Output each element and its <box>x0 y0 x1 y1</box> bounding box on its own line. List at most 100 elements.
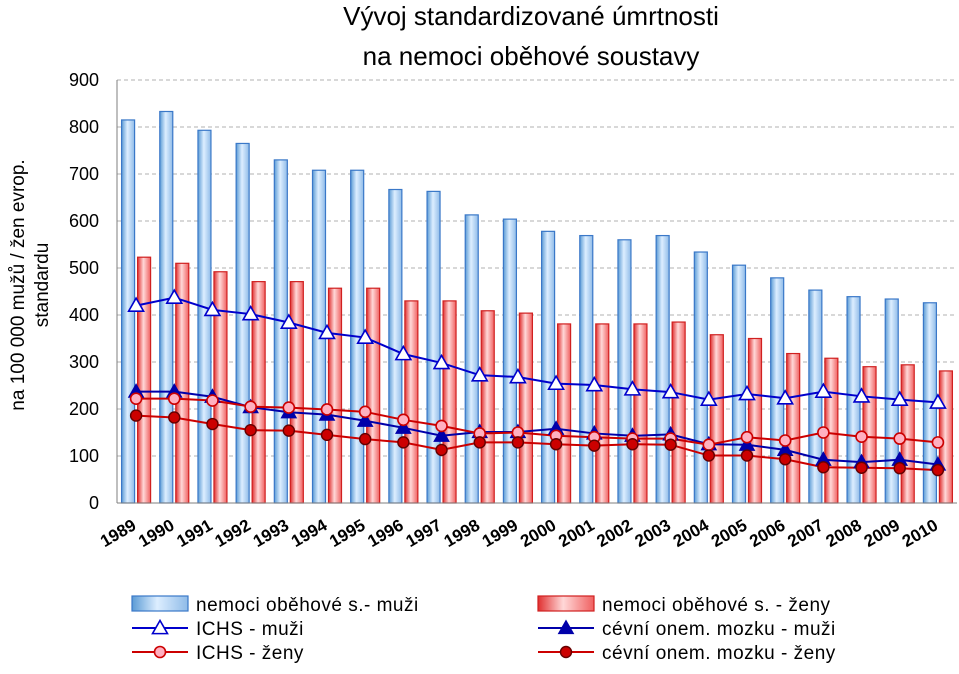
point-cevni-zeny-1990 <box>168 411 181 424</box>
y-axis-label-line-2: standardu <box>32 243 53 328</box>
bar-nemoci-zeny-1997 <box>442 300 457 504</box>
x-tick-label-1996: 1996 <box>364 516 406 551</box>
point-cevni-zeny-1993 <box>282 424 296 437</box>
y-axis-label-line-1: na 100 000 mužů / žen evrop. <box>8 159 29 410</box>
point-ichs-zeny-1992 <box>244 400 257 413</box>
x-tick-label-1989: 1989 <box>97 516 139 551</box>
bar-nemoci-muzi-2006 <box>770 277 785 504</box>
legend-label-3: ICHS - muži <box>196 619 304 640</box>
x-tick-label-2006: 2006 <box>746 516 788 551</box>
bar-nemoci-muzi-2003 <box>655 234 670 504</box>
legend-marker-6 <box>559 645 573 659</box>
point-ichs-muzi-1990 <box>165 288 184 305</box>
point-cevni-zeny-1991 <box>206 417 219 431</box>
y-tick-label-100: 100 <box>69 446 99 466</box>
point-ichs-muzi-1989 <box>127 296 145 313</box>
point-cevni-zeny-1994 <box>320 428 334 442</box>
x-tick-labels: 1989199019911992199319941995199619971998… <box>97 515 941 551</box>
y-tick-label-400: 400 <box>69 305 99 325</box>
legend-swatch-2 <box>537 595 595 612</box>
point-cevni-zeny-1997 <box>435 443 448 457</box>
point-cevni-zeny-1995 <box>358 432 372 446</box>
point-ichs-muzi-1996 <box>394 344 413 361</box>
x-tick-label-1997: 1997 <box>403 516 445 551</box>
point-ichs-muzi-2005 <box>738 384 756 401</box>
legend-marker-4 <box>557 619 575 635</box>
y-tick-label-0: 0 <box>89 493 99 513</box>
point-ichs-zeny-2006 <box>778 434 792 447</box>
bar-nemoci-zeny-2001 <box>595 323 610 504</box>
legend-entry-3: ICHS - muži <box>132 618 304 640</box>
point-cevni-zeny-2007 <box>817 461 830 474</box>
point-cevni-zeny-2004 <box>702 449 716 462</box>
x-tick-label-2000: 2000 <box>517 516 559 551</box>
point-ichs-zeny-2004 <box>702 438 716 452</box>
bar-nemoci-zeny-1998 <box>480 310 495 504</box>
bar-nemoci-zeny-1999 <box>518 312 534 504</box>
legend-marker-3 <box>151 618 169 635</box>
x-tick-label-2004: 2004 <box>670 515 713 551</box>
point-cevni-zeny-2002 <box>626 438 639 451</box>
point-ichs-muzi-2009 <box>890 390 909 407</box>
x-tick-label-2009: 2009 <box>861 516 903 551</box>
x-tick-label-2002: 2002 <box>593 516 635 551</box>
x-tick-label-2007: 2007 <box>784 516 826 551</box>
point-ichs-zeny-1994 <box>320 403 334 416</box>
bar-nemoci-muzi-1998 <box>464 214 479 504</box>
x-tick-label-1993: 1993 <box>250 516 292 551</box>
point-cevni-zeny-1998 <box>473 436 486 449</box>
point-ichs-muzi-2003 <box>661 382 680 399</box>
point-ichs-muzi-1994 <box>318 323 336 340</box>
point-cevni-zeny-2006 <box>778 453 792 466</box>
legend: nemoci oběhové s.- muži nemoci oběhové s.… <box>131 595 835 664</box>
legend-marker-5 <box>153 645 167 659</box>
point-cevni-zeny-1996 <box>397 436 410 449</box>
bar-nemoci-muzi-2002 <box>617 239 632 504</box>
point-ichs-zeny-1995 <box>358 405 372 419</box>
point-ichs-muzi-1998 <box>470 366 489 382</box>
bar-nemoci-zeny-2005 <box>747 337 763 504</box>
bar-nemoci-muzi-1992 <box>235 142 250 504</box>
point-ichs-muzi-2007 <box>814 382 833 399</box>
bar-nemoci-muzi-1997 <box>426 190 441 504</box>
point-ichs-zeny-1990 <box>167 392 181 405</box>
point-cevni-zeny-2003 <box>664 438 677 451</box>
y-tick-label-600: 600 <box>69 211 99 231</box>
point-ichs-zeny-1991 <box>206 394 219 407</box>
point-cevni-zeny-2005 <box>740 449 754 462</box>
point-ichs-muzi-1991 <box>203 300 222 317</box>
x-tick-label-1992: 1992 <box>212 516 254 551</box>
point-cevni-zeny-2010 <box>931 463 945 477</box>
point-cevni-zeny-2000 <box>549 438 563 451</box>
bar-nemoci-zeny-1993 <box>289 281 304 504</box>
point-cevni-zeny-2009 <box>893 462 906 475</box>
y-tick-label-800: 800 <box>69 117 99 137</box>
line-cevni-zeny <box>136 414 938 472</box>
point-ichs-zeny-2008 <box>855 430 868 444</box>
y-tick-label-500: 500 <box>69 258 99 278</box>
y-tick-label-200: 200 <box>69 399 99 419</box>
x-tick-label-2010: 2010 <box>899 516 941 551</box>
y-tick-label-300: 300 <box>69 352 99 372</box>
legend-entry-4: cévní onem. mozku - muži <box>538 619 835 640</box>
point-ichs-muzi-2004 <box>699 390 718 407</box>
bar-nemoci-zeny-1995 <box>366 287 381 504</box>
bar-nemoci-muzi-1993 <box>273 159 288 504</box>
legend-entry-2: nemoci oběhové s. - ženy <box>537 595 830 616</box>
bar-nemoci-zeny-1994 <box>327 287 343 504</box>
bar-nemoci-zeny-2006 <box>786 352 801 504</box>
point-ichs-muzi-2010 <box>929 393 947 409</box>
point-ichs-zeny-1996 <box>397 413 410 427</box>
x-tick-label-2003: 2003 <box>632 516 674 551</box>
bar-nemoci-muzi-1990 <box>159 110 174 504</box>
bar-nemoci-muzi-1996 <box>388 188 403 504</box>
legend-entry-5: ICHS - ženy <box>132 643 303 664</box>
point-cevni-zeny-1989 <box>129 409 143 422</box>
x-tick-label-2008: 2008 <box>823 516 865 551</box>
point-cevni-zeny-1999 <box>511 436 525 449</box>
point-ichs-zeny-2009 <box>893 432 907 445</box>
bar-nemoci-muzi-2000 <box>540 230 556 504</box>
point-cevni-zeny-1992 <box>244 423 257 437</box>
